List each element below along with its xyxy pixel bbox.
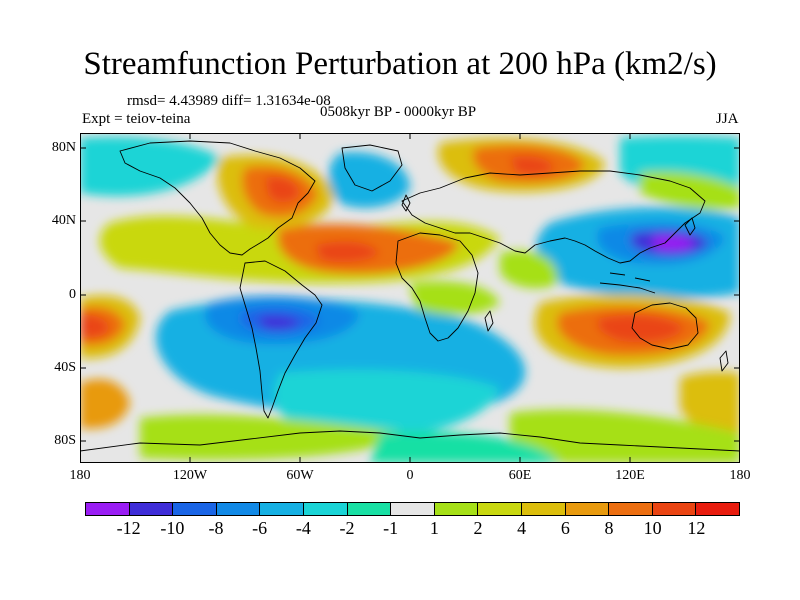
x-tick-60e: 60E bbox=[508, 468, 532, 483]
colorbar-label: -2 bbox=[339, 518, 355, 538]
aus-high-red bbox=[597, 314, 685, 343]
arctic-cyan-left bbox=[80, 136, 220, 197]
spac-yellow-right bbox=[680, 371, 740, 435]
colorbar-box bbox=[391, 503, 435, 515]
colorbar-box bbox=[565, 503, 610, 515]
asia-trough-purple bbox=[652, 235, 694, 251]
coast-australia bbox=[631, 302, 699, 350]
colorbar-box bbox=[260, 503, 304, 515]
map-panel bbox=[80, 133, 740, 463]
greenland-blue bbox=[328, 152, 410, 208]
north-america-red bbox=[265, 176, 300, 203]
colorbar-box bbox=[347, 503, 392, 515]
y-tick-80s: 80S bbox=[54, 433, 76, 448]
south-ocean-green-right bbox=[510, 409, 740, 463]
x-tick-180-left: 180 bbox=[69, 468, 91, 483]
indian-ocean-green bbox=[500, 250, 559, 289]
colorbar-box bbox=[434, 503, 479, 515]
npac-green bbox=[640, 171, 740, 210]
x-tick-120w: 120W bbox=[172, 468, 208, 483]
colorbar-label: -1 bbox=[383, 518, 399, 538]
antarctic-cyan bbox=[370, 431, 560, 463]
south-ocean-cyan bbox=[273, 369, 500, 439]
siberia-red bbox=[510, 156, 555, 176]
coast-japan bbox=[684, 217, 696, 236]
chart-title: Streamfunction Perturbation at 200 hPa (… bbox=[83, 46, 717, 82]
coast-eurasia bbox=[401, 170, 706, 264]
colorbar-box bbox=[216, 503, 261, 515]
colorbar-box bbox=[86, 503, 130, 515]
coast-north-america bbox=[119, 140, 316, 256]
coast-south-america bbox=[239, 260, 323, 419]
colorbar-label: -4 bbox=[295, 518, 311, 538]
x-tick-120e: 120E bbox=[615, 468, 645, 483]
experiment-label: Expt = teiov-teina bbox=[82, 111, 191, 127]
colorbar-box bbox=[696, 503, 739, 515]
colorbar-label: -10 bbox=[160, 518, 185, 538]
stats-label: rmsd= 4.43989 diff= 1.31634e-08 bbox=[127, 93, 331, 109]
south-ocean-green bbox=[140, 414, 410, 460]
colorbar-box bbox=[129, 503, 174, 515]
colorbar-label: 8 bbox=[604, 518, 614, 538]
colorbar-box bbox=[173, 503, 217, 515]
x-tick-180-right: 180 bbox=[729, 468, 751, 483]
africa-green bbox=[410, 281, 500, 315]
colorbar-label: 4 bbox=[517, 518, 527, 538]
colorbar-box bbox=[521, 503, 566, 515]
y-tick-80n: 80N bbox=[51, 140, 76, 155]
colorbar-box bbox=[478, 503, 522, 515]
x-tick-0: 0 bbox=[406, 468, 414, 483]
colorbar-label: -8 bbox=[208, 518, 224, 538]
coast-greenland bbox=[341, 144, 403, 192]
colorbar-box bbox=[652, 503, 697, 515]
band-atlantic-red bbox=[315, 241, 380, 263]
sa-low-core bbox=[258, 315, 300, 330]
coast-indonesia bbox=[599, 272, 656, 294]
colorbar-label: 12 bbox=[687, 518, 706, 538]
x-tick-60w: 60W bbox=[286, 468, 314, 483]
colorbar-label: -12 bbox=[116, 518, 141, 538]
colorbar-box bbox=[609, 503, 653, 515]
y-tick-40s: 40S bbox=[54, 360, 76, 375]
colorbar-label: -6 bbox=[252, 518, 268, 538]
coast-uk bbox=[401, 194, 411, 212]
wpac-high-red bbox=[80, 314, 110, 338]
colorbar-label: 10 bbox=[643, 518, 662, 538]
coast-africa bbox=[395, 232, 479, 342]
colorbar-box bbox=[303, 503, 348, 515]
colorbar-label: 2 bbox=[473, 518, 483, 538]
colorbar-label: 1 bbox=[429, 518, 439, 538]
coastlines bbox=[80, 140, 740, 452]
coast-madagascar bbox=[484, 310, 494, 332]
y-tick-40n: 40N bbox=[51, 213, 76, 228]
y-tick-0: 0 bbox=[69, 287, 76, 302]
map-ticks bbox=[80, 133, 740, 463]
season-label: JJA bbox=[716, 111, 739, 127]
colorbar-label: 6 bbox=[560, 518, 570, 538]
coast-new-zealand bbox=[719, 350, 729, 372]
spac-orange bbox=[80, 379, 130, 429]
contour-field bbox=[80, 135, 740, 463]
colorbar bbox=[85, 502, 740, 516]
coast-antarctica bbox=[80, 430, 740, 452]
period-label: 0508kyr BP - 0000kyr BP bbox=[320, 104, 477, 120]
